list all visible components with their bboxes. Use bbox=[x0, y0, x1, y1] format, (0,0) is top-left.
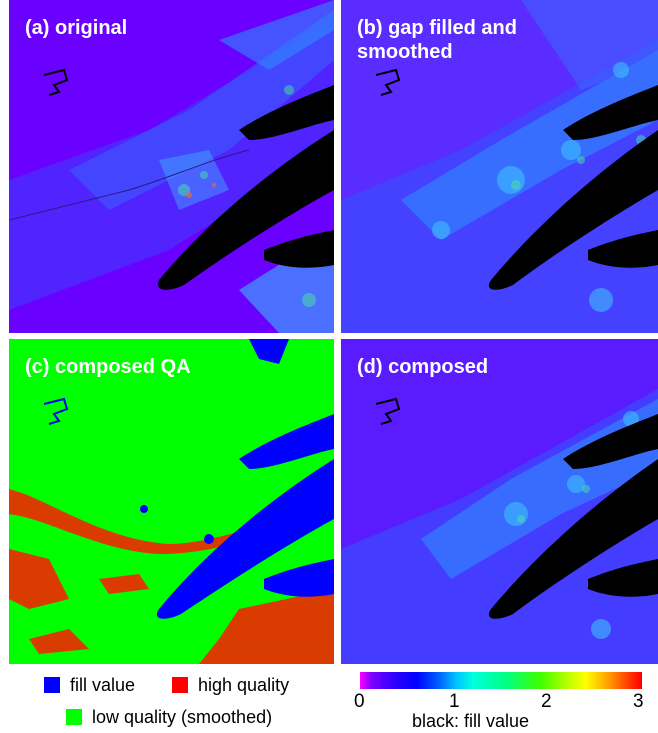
panel-title: (c) composed QA bbox=[25, 356, 191, 378]
high-quality-swatch bbox=[172, 677, 188, 693]
original-map-image bbox=[9, 0, 334, 333]
panel-title: (b) gap filled and smoothed bbox=[357, 16, 517, 64]
composed-map-image bbox=[341, 339, 658, 664]
legend-label-high-quality: high quality bbox=[198, 675, 290, 695]
panel-composed-qa: (c) composed QA bbox=[9, 339, 334, 664]
colorbar-caption: black: fill value bbox=[412, 711, 530, 731]
legend-label-low-quality: low quality (smoothed) bbox=[92, 707, 273, 727]
colorbar-tick-0: 0 bbox=[354, 691, 365, 712]
panel-title-line2: smoothed bbox=[357, 41, 453, 63]
legend-label-fill-value: fill value bbox=[70, 675, 136, 695]
gap-filled-map-image bbox=[341, 0, 658, 333]
colorbar-tick-2: 2 bbox=[541, 691, 552, 712]
colorbar-tick-1: 1 bbox=[449, 691, 460, 712]
colorbar-gradient bbox=[360, 672, 642, 689]
composed-qa-map-image bbox=[9, 339, 334, 664]
panel-original: (a) original bbox=[9, 0, 334, 333]
colorbar-tick-3: 3 bbox=[633, 691, 644, 712]
panel-gap-filled: (b) gap filled and smoothed bbox=[341, 0, 658, 333]
panel-title: (a) original bbox=[25, 17, 128, 39]
panel-title: (d) composed bbox=[357, 356, 489, 378]
panel-composed: (d) composed bbox=[341, 339, 658, 664]
fill-value-swatch bbox=[44, 677, 60, 693]
low-quality-swatch bbox=[66, 709, 82, 725]
panel-title-line1: (b) gap filled and bbox=[357, 17, 517, 39]
